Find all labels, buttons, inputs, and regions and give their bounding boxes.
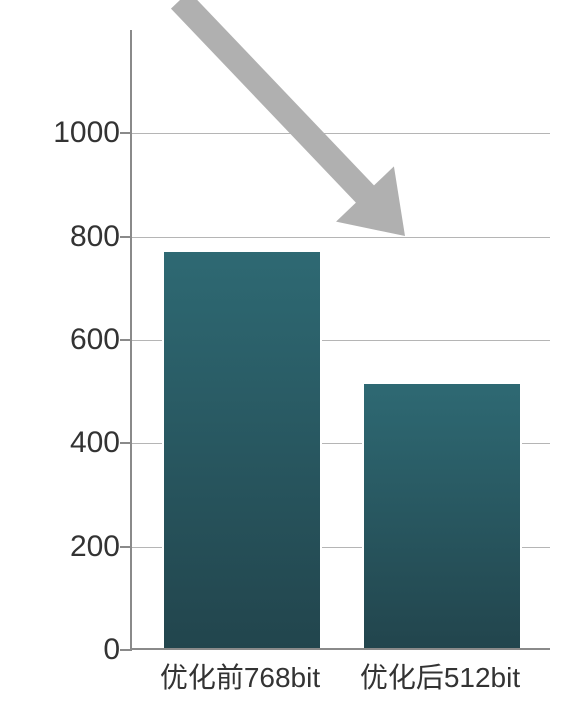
- y-tick: [120, 132, 132, 134]
- bar-chart: 0 200 400 600 800 1000 优化前768bit优化后512bit: [0, 0, 580, 720]
- x-tick-label: 优化前768bit: [140, 656, 340, 696]
- y-tick-label: 600: [10, 323, 120, 357]
- y-tick: [120, 546, 132, 548]
- y-tick-label: 1000: [10, 116, 120, 150]
- y-tick: [120, 236, 132, 238]
- gridline: [132, 133, 550, 134]
- y-tick-label: 800: [10, 220, 120, 254]
- y-tick: [120, 649, 132, 651]
- y-tick-label: 400: [10, 426, 120, 460]
- y-tick: [120, 442, 132, 444]
- gridline: [132, 237, 550, 238]
- y-tick: [120, 339, 132, 341]
- bar: [162, 250, 322, 648]
- x-tick-label: 优化后512bit: [340, 656, 540, 696]
- plot-area: [130, 30, 550, 650]
- y-tick-label: 200: [10, 530, 120, 564]
- y-tick-label: 0: [10, 633, 120, 667]
- bar: [362, 382, 522, 648]
